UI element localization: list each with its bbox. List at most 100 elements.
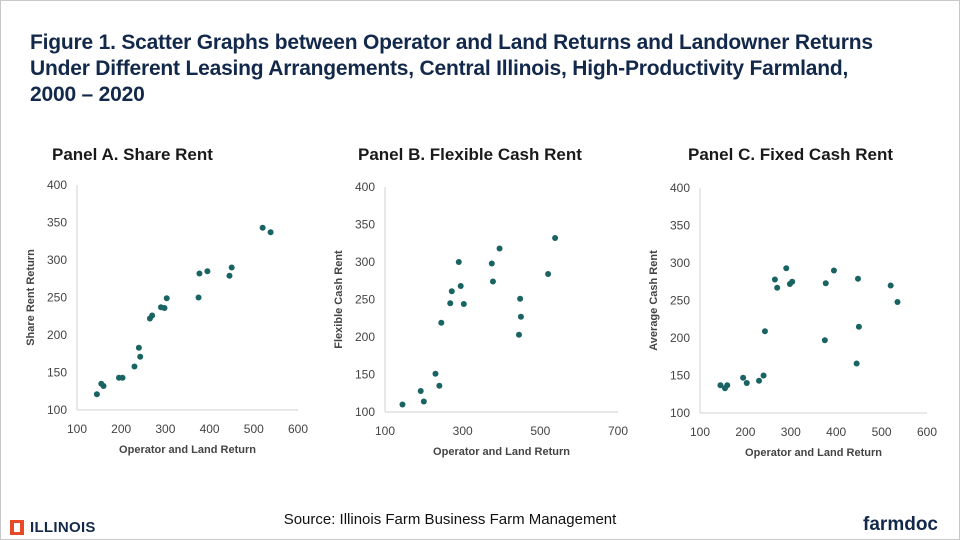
panel-b-y-tick-label: 150 — [355, 368, 375, 382]
panel-a-title: Panel A. Share Rent — [52, 145, 213, 164]
illinois-logo: ILLINOIS — [10, 519, 96, 536]
panel-b-data-point — [489, 278, 496, 285]
panel-b-x-axis-title: Operator and Land Return — [433, 446, 570, 458]
panel-b-data-point — [438, 319, 445, 326]
panel-c-y-tick-label: 100 — [670, 406, 690, 420]
panel-a-data-point — [119, 374, 126, 381]
panel-b-y-tick-label: 300 — [355, 255, 375, 269]
panel-c-x-tick-label: 500 — [872, 425, 892, 439]
panel-c-y-axis-title: Average Cash Rent — [648, 250, 660, 351]
panel-b-x-tick-label: 100 — [375, 424, 395, 438]
panel-a-data-point — [163, 295, 170, 302]
panel-c-data-point — [761, 328, 768, 335]
panel-a-y-tick-label: 300 — [47, 253, 67, 267]
panel-a-data-point — [259, 224, 266, 231]
panel-b-data-point — [517, 295, 524, 302]
panel-b-data-point — [455, 259, 462, 265]
panel-c-data-point — [821, 337, 828, 344]
farmdoc-logo-text: farmdoc — [863, 514, 938, 535]
source-note: Source: Illinois Farm Business Farm Mana… — [283, 511, 617, 528]
panel-b-x-tick-label: 500 — [530, 424, 550, 438]
panel-c-data-point — [854, 275, 861, 282]
panel-b-data-point — [417, 388, 424, 394]
panel-b-data-point — [488, 260, 495, 267]
panel-b-y-tick-label: 250 — [355, 293, 375, 307]
panel-c-data-point — [756, 377, 763, 384]
panel-a-x-tick-label: 300 — [155, 422, 175, 436]
panel-b-y-tick-label: 100 — [355, 405, 375, 419]
panel-c-data-point — [894, 299, 901, 305]
panel-c-x-tick-label: 200 — [735, 425, 755, 439]
panel-c-data-point — [830, 267, 837, 274]
block-i-icon — [10, 520, 24, 535]
panel-b-data-point — [420, 398, 427, 405]
panel-a-y-tick-label: 100 — [47, 403, 67, 417]
panel-c-x-tick-label: 600 — [917, 425, 937, 439]
panel-b-y-tick-label: 400 — [355, 180, 375, 194]
panel-c-data-point — [740, 374, 747, 381]
panel-a-y-tick-label: 250 — [47, 291, 67, 305]
panel-c-x-tick-label: 100 — [690, 425, 710, 439]
panel-b-title: Panel B. Flexible Cash Rent — [358, 145, 582, 164]
panel-a-y-tick-label: 350 — [47, 216, 67, 230]
panel-b-data-point — [457, 283, 464, 289]
panel-b-data-point — [399, 401, 406, 408]
panel-c-data-point — [783, 265, 790, 272]
panel-b-x-tick-label: 300 — [453, 424, 473, 438]
panel-a-data-point — [131, 363, 138, 370]
panel-b-x-tick-label: 700 — [608, 424, 628, 438]
panel-a-data-point — [267, 229, 274, 236]
panel-b-data-point — [496, 245, 503, 252]
panel-b-data-point — [517, 313, 524, 320]
panel-a-data-point — [196, 270, 203, 277]
panel-b-data-point — [448, 288, 455, 295]
panel-a-x-tick-label: 200 — [111, 422, 131, 436]
figure-title-line-3: 2000 – 2020 — [30, 83, 145, 106]
panel-a-data-point — [93, 391, 100, 398]
figure-title-line-2: Under Different Leasing Arrangements, Ce… — [30, 57, 849, 80]
panel-c-data-point — [822, 280, 829, 287]
panel-a-x-axis-title: Operator and Land Return — [119, 444, 256, 456]
panel-a-data-point — [195, 294, 202, 301]
panel-b-data-point — [552, 235, 559, 241]
panel-a-x-tick-label: 100 — [67, 422, 87, 436]
panel-a-data-point — [228, 264, 235, 271]
panel-b-data-point — [460, 301, 467, 307]
panel-c-x-tick-label: 300 — [781, 425, 801, 439]
panel-a-data-point — [161, 305, 168, 311]
panel-c-data-point — [789, 278, 796, 285]
panel-b-y-tick-label: 350 — [355, 218, 375, 232]
panel-c-y-tick-label: 350 — [670, 219, 690, 233]
panel-c-data-point — [855, 323, 862, 330]
panel-c-data-point — [774, 284, 781, 291]
panel-b-y-tick-label: 200 — [355, 330, 375, 344]
panel-a-data-point — [204, 268, 211, 275]
illinois-logo-text: ILLINOIS — [30, 519, 96, 536]
panel-a-x-tick-label: 600 — [288, 422, 308, 436]
panel-a-y-tick-label: 400 — [47, 178, 67, 192]
panel-a-y-tick-label: 200 — [47, 328, 67, 342]
panel-c-data-point — [760, 372, 767, 379]
panel-b-data-point — [447, 300, 454, 307]
panel-c-y-tick-label: 200 — [670, 331, 690, 345]
panel-a-x-tick-label: 400 — [200, 422, 220, 436]
panel-a-data-point — [135, 344, 142, 351]
panel-a-data-point — [226, 272, 233, 279]
panel-b-data-point — [436, 382, 443, 389]
panel-a-data-point — [137, 353, 144, 360]
panel-c-x-axis-title: Operator and Land Return — [745, 447, 882, 459]
panel-b-data-point — [545, 271, 552, 277]
panel-a-data-point — [149, 312, 156, 319]
panel-a-y-axis-title: Share Rent Return — [25, 249, 37, 346]
panel-c-data-point — [717, 382, 724, 389]
panel-b-data-point — [515, 331, 522, 338]
panel-c-data-point — [887, 282, 894, 289]
panel-c-data-point — [853, 360, 860, 367]
panel-b-y-axis-title: Flexible Cash Rent — [333, 250, 345, 349]
panel-c-y-tick-label: 300 — [670, 256, 690, 270]
panel-c-data-point — [771, 276, 778, 283]
panel-c-y-tick-label: 250 — [670, 294, 690, 308]
panel-c-x-tick-label: 400 — [826, 425, 846, 439]
panel-c-y-tick-label: 150 — [670, 369, 690, 383]
